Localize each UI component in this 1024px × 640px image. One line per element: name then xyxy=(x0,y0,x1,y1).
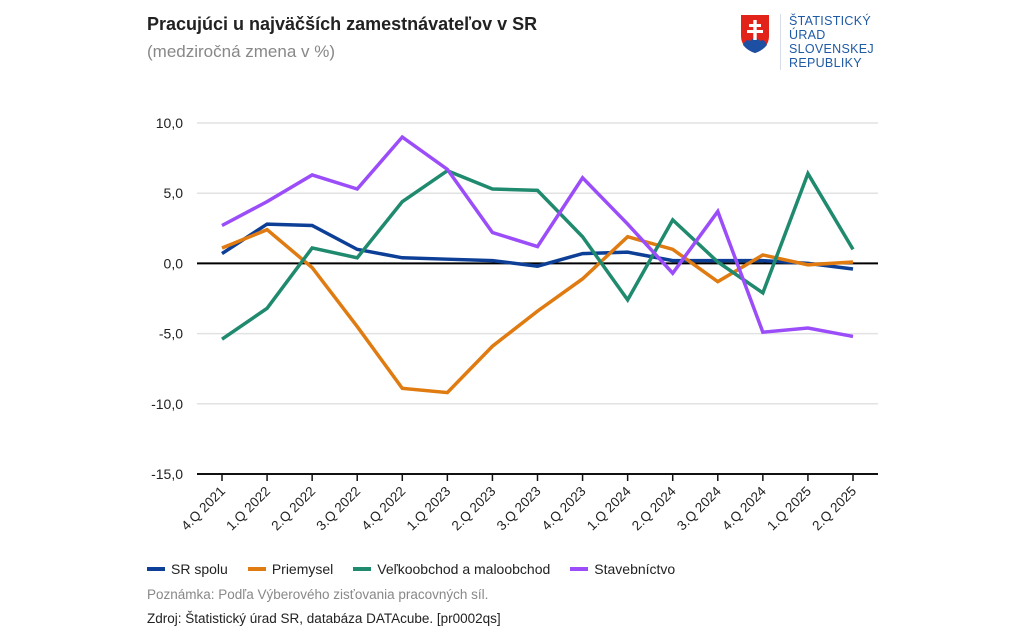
legend-swatch xyxy=(570,567,589,571)
x-tick-label: 4.Q 2021 xyxy=(178,484,228,534)
chart-title: Pracujúci u najväčších zamestnávateľov v… xyxy=(147,14,538,34)
coat-of-arms-icon xyxy=(741,15,769,53)
chart-subtitle: (medziročná zmena v %) xyxy=(147,42,336,61)
y-tick-label: 0,0 xyxy=(164,255,184,271)
x-tick-label: 3.Q 2024 xyxy=(674,483,724,533)
series-stavebníctvo xyxy=(221,134,854,339)
series-line xyxy=(221,134,854,339)
x-tick-label: 1.Q 2022 xyxy=(223,484,273,534)
x-tick-label: 2.Q 2024 xyxy=(629,483,679,533)
x-tick-label: 1.Q 2025 xyxy=(764,484,814,534)
series-veľkoobchod-a-maloobchod xyxy=(221,168,855,341)
x-tick-label: 2.Q 2022 xyxy=(268,484,318,534)
legend-item: Veľkoobchod a maloobchod xyxy=(353,561,550,577)
y-tick-label: 10,0 xyxy=(156,115,183,131)
x-tick-label: 3.Q 2023 xyxy=(494,484,544,534)
logo: ŠTATISTICKÝ ÚRAD SLOVENSKEJ REPUBLIKY xyxy=(740,14,874,70)
legend-swatch xyxy=(353,567,372,571)
series-sr-spolu xyxy=(221,222,854,271)
y-tick-label: 5,0 xyxy=(164,185,184,201)
x-tick-label: 4.Q 2022 xyxy=(359,484,409,534)
y-tick-label: -10,0 xyxy=(151,396,183,412)
legend-item: SR spolu xyxy=(147,561,228,577)
legend: SR spolu Priemysel Veľkoobchod a maloobc… xyxy=(147,561,695,577)
x-tick-label: 2.Q 2023 xyxy=(449,484,499,534)
series-line xyxy=(221,168,855,341)
legend-swatch xyxy=(147,567,165,571)
series-priemysel xyxy=(221,227,854,395)
x-tick-label: 2.Q 2025 xyxy=(809,484,859,534)
x-tick-label: 4.Q 2023 xyxy=(539,484,589,534)
footnote: Poznámka: Podľa Výberového zisťovania pr… xyxy=(147,587,489,602)
x-tick-label: 1.Q 2023 xyxy=(404,484,454,534)
x-tick-label: 3.Q 2022 xyxy=(313,484,363,534)
source: Zdroj: Štatistický úrad SR, databáza DAT… xyxy=(147,611,501,626)
legend-item: Priemysel xyxy=(247,561,333,577)
logo-text: ŠTATISTICKÝ ÚRAD SLOVENSKEJ REPUBLIKY xyxy=(780,14,874,70)
legend-item: Stavebníctvo xyxy=(570,561,675,577)
x-tick-label: 4.Q 2024 xyxy=(719,483,769,533)
x-tick-label: 1.Q 2024 xyxy=(584,483,634,533)
legend-swatch xyxy=(247,567,266,571)
y-tick-label: -15,0 xyxy=(151,466,183,482)
y-tick-label: -5,0 xyxy=(159,326,183,342)
